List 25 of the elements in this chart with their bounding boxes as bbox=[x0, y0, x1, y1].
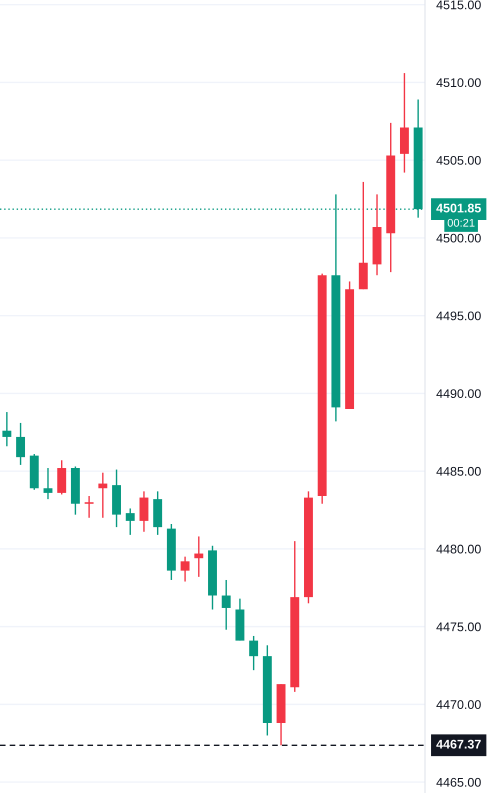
y-tick-label: 4495.00 bbox=[436, 311, 481, 320]
candlestick bbox=[249, 635, 258, 671]
candlestick bbox=[44, 467, 52, 500]
candlestick bbox=[2, 411, 12, 447]
candlestick bbox=[84, 495, 94, 518]
candlestick bbox=[194, 536, 204, 578]
candlestick bbox=[16, 422, 26, 466]
candlestick bbox=[180, 556, 190, 582]
candlestick bbox=[222, 579, 231, 630]
y-tick-label: 4510.00 bbox=[436, 78, 481, 88]
text: 00:21 bbox=[448, 218, 474, 227]
y-tick-label: 4475.00 bbox=[436, 622, 481, 632]
ref-line-label: 4467.37 bbox=[436, 740, 481, 749]
candlestick bbox=[139, 490, 148, 532]
ref-line-label: 4501.85 bbox=[436, 204, 481, 212]
y-tick-label: 4480.00 bbox=[436, 544, 481, 554]
candlestick bbox=[126, 508, 135, 536]
y-tick-label: 4465.00 bbox=[436, 778, 481, 787]
y-tick-label: 4490.00 bbox=[436, 389, 481, 398]
y-tick-label: 4515.00 bbox=[436, 0, 481, 10]
y-tick-label: 4485.00 bbox=[436, 466, 481, 476]
y-tick-label: 4505.00 bbox=[436, 156, 481, 165]
candlestick bbox=[98, 472, 108, 518]
y-tick-label: 4470.00 bbox=[436, 700, 481, 710]
y-tick-label: 4500.00 bbox=[436, 234, 481, 243]
